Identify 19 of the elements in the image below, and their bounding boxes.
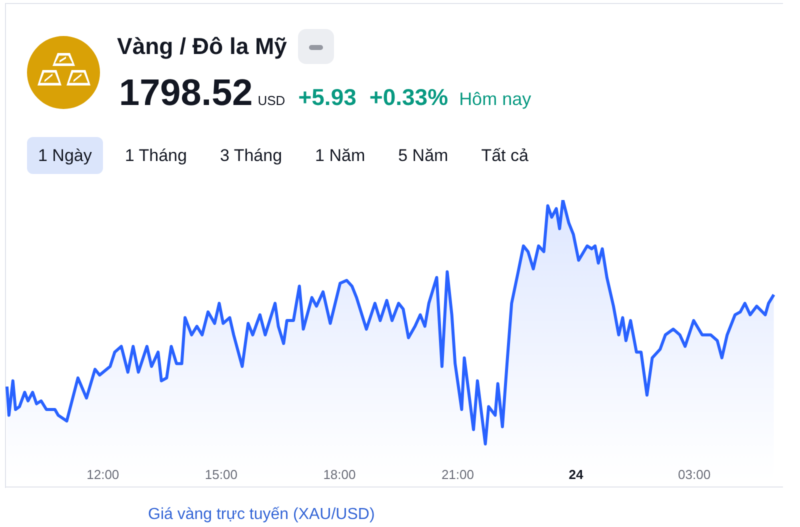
- x-tick-label: 03:00: [678, 467, 711, 482]
- text: +5.93: [298, 83, 356, 112]
- x-tick-label: 21:00: [441, 467, 474, 482]
- chart-title: Vàng / Đô la Mỹ: [117, 32, 287, 61]
- text: Tất cả: [481, 146, 528, 165]
- tab-button: 1 Ngày: [27, 137, 103, 174]
- text: 1798.52: [119, 72, 253, 114]
- text: 5 Năm: [398, 146, 448, 165]
- text: 3 Tháng: [220, 146, 282, 165]
- x-tick-label: 18:00: [323, 467, 356, 482]
- text: USD: [258, 92, 286, 110]
- text: Hôm nay: [459, 88, 532, 111]
- text: +0.33%: [369, 83, 448, 112]
- text: Giá vàng trực tuyến (XAU/USD): [148, 505, 375, 525]
- text: 1 Tháng: [124, 146, 187, 165]
- text: 1 Năm: [315, 146, 366, 165]
- x-tick-label: 24: [568, 467, 584, 482]
- x-tick-label: 15:00: [204, 467, 238, 482]
- x-tick-label: 12:00: [86, 467, 120, 482]
